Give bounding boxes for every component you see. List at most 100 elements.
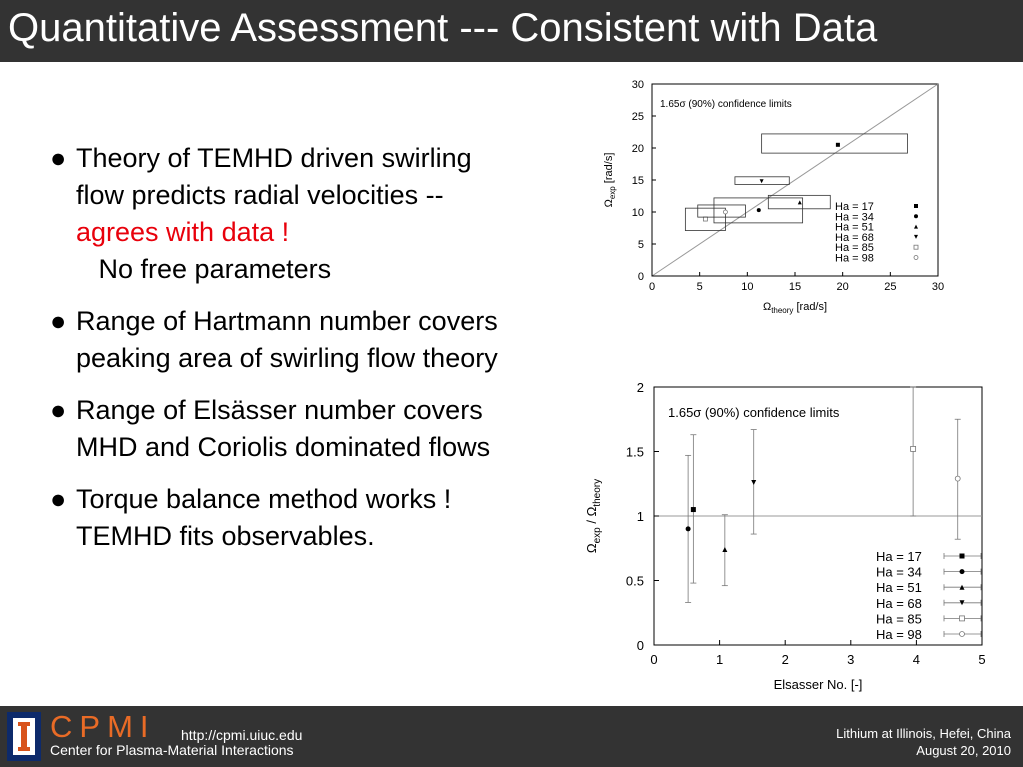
legend-label: Ha = 51 [835,222,874,234]
legend-label: Ha = 85 [835,242,874,254]
data-point [722,547,728,553]
x-tick-label: 25 [884,281,896,293]
omega-exp-vs-theory-chart: 0 5 10 15 20 25 30 0 5 10 15 20 25 30 1.65σ (90%) conf… [590,70,960,320]
legend-marker [959,600,965,606]
bullet-item: ● Torque balance method works ! TEMHD fi… [50,481,500,555]
legend-label: Ha = 68 [876,596,922,611]
bullet-dot-icon: ● [50,143,67,173]
footer-bar: CPMI http://cpmi.uiuc.edu Center for Pla… [0,706,1023,767]
legend-marker [914,214,918,219]
data-point [690,507,696,513]
confidence-annotation: 1.65σ (90%) confidence limits [668,405,840,420]
legend-marker [959,553,965,559]
y-tick-label: 2 [637,380,644,395]
event-name: Lithium at Illinois, Hefei, China [836,726,1011,741]
data-point [685,526,691,532]
legend-marker [914,204,918,208]
legend-marker [913,244,919,250]
omega-ratio-vs-elsasser-chart: 0 1 2 3 4 5 0 0.5 1 1.5 2 1.65σ (90%) confidence li… [576,375,996,695]
y-tick-label: 20 [632,143,644,155]
x-axis-label: Ωtheory [rad/s] [763,301,827,315]
bullet-dot-icon: ● [50,484,67,514]
confidence-box [761,133,908,154]
title-bar: Quantitative Assessment --- Consistent w… [0,0,1023,62]
confidence-box [713,197,804,224]
data-point [910,446,917,452]
footer-url-link[interactable]: http://cpmi.uiuc.edu [181,727,303,743]
x-tick-label: 20 [837,281,849,293]
y-tick-label: 0.5 [626,574,644,589]
legend-marker [914,224,918,229]
x-tick-label: 0 [650,652,657,667]
illinois-logo [7,712,41,761]
confidence-annotation: 1.65σ (90%) confidence limits [660,99,792,110]
y-tick-label: 0 [637,638,644,653]
x-tick-label: 3 [847,652,854,667]
confidence-box [767,194,831,210]
slide-title: Quantitative Assessment --- Consistent w… [8,6,878,50]
legend-label: Ha = 17 [876,549,922,564]
x-tick-label: 15 [789,281,801,293]
legend-label: Ha = 17 [835,201,874,213]
event-date: August 20, 2010 [916,743,1011,758]
y-tick-label: 15 [632,175,644,187]
legend-label: Ha = 98 [835,253,874,265]
chart1-svg: 0 5 10 15 20 25 30 0 5 10 15 20 25 30 1.65σ (90%) conf… [603,79,944,315]
bullet-item: ● Theory of TEMHD driven swirling flow p… [50,140,500,288]
identity-line [651,83,939,277]
data-point [835,142,840,147]
x-tick-label: 4 [913,652,920,667]
data-point [702,216,708,222]
legend-marker [959,631,965,637]
legend-label: Ha = 98 [876,627,922,642]
bullet-text: Range of Elsässer number covers MHD and … [76,395,491,462]
legend-marker [959,615,965,622]
legend-label: Ha = 34 [876,565,922,580]
x-tick-label: 5 [697,281,703,293]
y-axis-label: Ωexp / Ωtheory [584,479,603,553]
data-point [723,209,728,215]
bullet-dot-icon: ● [50,395,67,425]
legend-marker [913,255,919,260]
legend-marker [914,234,918,239]
x-tick-label: 1 [716,652,723,667]
cpmi-logo-text: CPMI [50,709,156,744]
legend-label: Ha = 68 [835,232,874,244]
y-tick-label: 1.5 [626,445,644,460]
data-point [797,200,802,205]
confidence-box [734,176,790,185]
data-point [751,479,757,485]
bullet-text: Range of Hartmann number covers peaking … [76,306,498,373]
y-tick-label: 25 [632,111,644,123]
confidence-box [684,207,726,231]
y-axis-label: Ωexp [rad/s] [603,153,617,208]
bullet-text-after: No free parameters [76,254,332,284]
bullet-dot-icon: ● [50,306,67,336]
x-tick-label: 0 [649,281,655,293]
x-tick-label: 30 [932,281,944,293]
bullet-list: ● Theory of TEMHD driven swirling flow p… [50,140,500,570]
center-name: Center for Plasma-Material Interactions [50,742,294,758]
legend-label: Ha = 34 [835,211,874,223]
legend-marker [959,584,965,590]
data-point [759,179,764,184]
y-tick-label: 0 [638,271,644,283]
bullet-item: ● Range of Hartmann number covers peakin… [50,303,500,377]
bullet-item: ● Range of Elsässer number covers MHD an… [50,392,500,466]
x-tick-label: 5 [978,652,985,667]
confidence-box [697,204,746,218]
y-tick-label: 30 [632,79,644,91]
highlight-text: agrees with data ! [76,217,290,247]
x-tick-label: 2 [782,652,789,667]
y-tick-label: 1 [637,509,644,524]
footer-event-info: Lithium at Illinois, Hefei, China August… [836,725,1011,759]
legend-label: Ha = 85 [876,611,922,626]
data-point [756,208,761,213]
y-tick-label: 5 [638,239,644,251]
chart2-svg: 0 1 2 3 4 5 0 0.5 1 1.5 2 1.65σ (90%) confidence li… [584,380,986,692]
bullet-text: Theory of TEMHD driven swirling flow pre… [76,143,472,210]
data-point [954,475,961,482]
x-tick-label: 10 [741,281,753,293]
y-tick-label: 10 [632,207,644,219]
legend-marker [959,569,965,575]
